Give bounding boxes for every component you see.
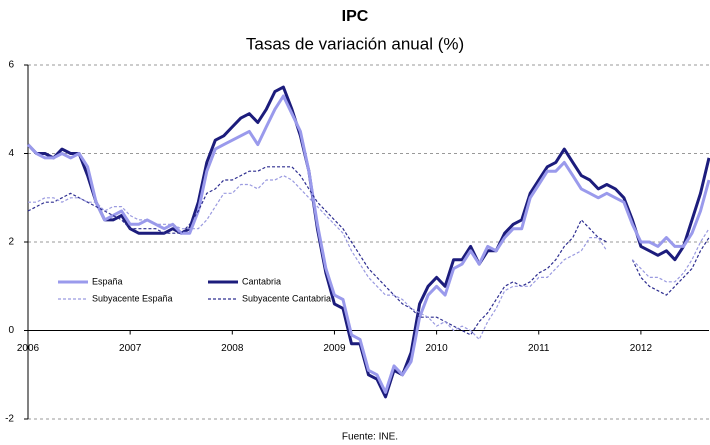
legend-label: Subyacente Cantabria [242, 293, 331, 303]
legend-label: España [92, 276, 123, 286]
x-tick-label: 2008 [221, 343, 244, 354]
chart-title: IPC [342, 8, 369, 25]
x-tick-label: 2007 [119, 343, 142, 354]
series-line [26, 85, 710, 399]
y-tick-label: 6 [8, 60, 14, 71]
x-tick-label: 2010 [425, 343, 448, 354]
series-line [27, 166, 710, 336]
y-tick-label: 2 [8, 237, 14, 248]
x-tick-label: 2006 [17, 343, 40, 354]
y-tick-label: 4 [8, 148, 14, 159]
chart-subtitle: Tasas de variación anual (%) [246, 34, 464, 53]
legend-label: Subyacente España [92, 293, 173, 303]
source: Fuente: INE. [342, 432, 398, 443]
legend-label: Cantabria [242, 276, 281, 286]
series-line [26, 94, 710, 394]
y-tick-label: 0 [8, 325, 14, 336]
series-line [28, 175, 710, 340]
y-tick-label: -2 [5, 414, 14, 425]
x-tick-label: 2012 [630, 343, 653, 354]
x-tick-label: 2011 [528, 343, 550, 354]
x-tick-label: 2009 [323, 343, 346, 354]
